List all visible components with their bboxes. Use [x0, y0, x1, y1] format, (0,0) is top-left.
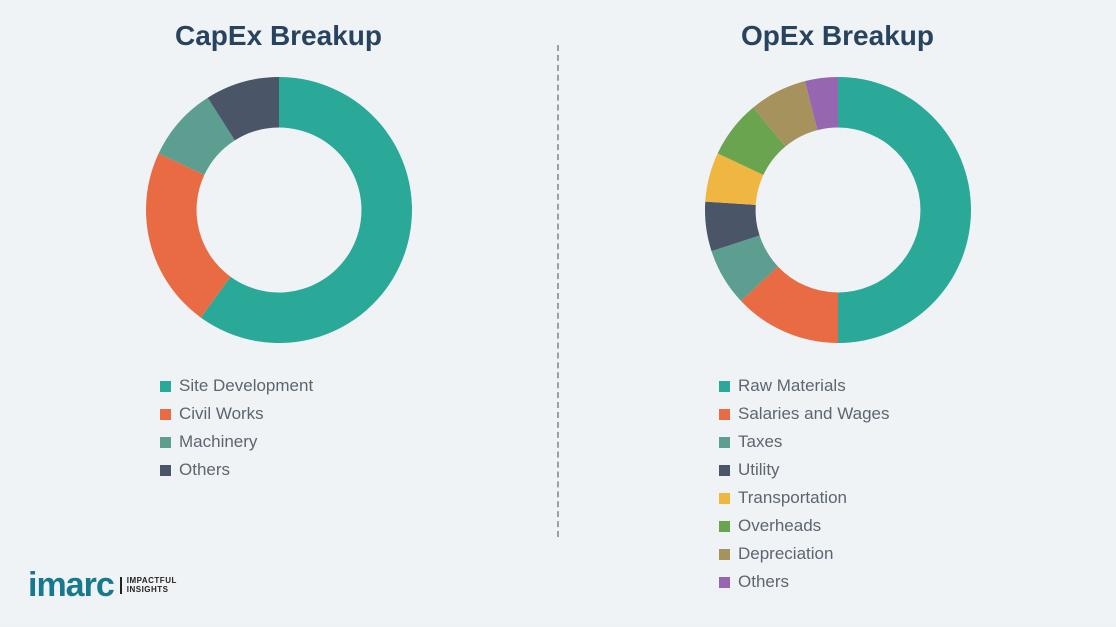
- donut-slice: [146, 153, 231, 317]
- opex-donut: [698, 70, 978, 350]
- legend-item: Overheads: [719, 512, 890, 540]
- legend-swatch: [719, 465, 730, 476]
- legend-label: Salaries and Wages: [738, 400, 890, 428]
- legend-swatch: [719, 493, 730, 504]
- legend-swatch: [160, 437, 171, 448]
- legend-item: Machinery: [160, 428, 313, 456]
- legend-swatch: [719, 409, 730, 420]
- capex-legend: Site DevelopmentCivil WorksMachineryOthe…: [160, 372, 313, 484]
- opex-legend: Raw MaterialsSalaries and WagesTaxesUtil…: [719, 372, 890, 596]
- legend-item: Utility: [719, 456, 890, 484]
- donut-slice: [838, 77, 971, 343]
- legend-swatch: [719, 521, 730, 532]
- capex-title: CapEx Breakup: [175, 20, 382, 52]
- legend-swatch: [719, 437, 730, 448]
- legend-item: Others: [719, 568, 890, 596]
- legend-swatch: [719, 577, 730, 588]
- legend-label: Overheads: [738, 512, 821, 540]
- charts-container: CapEx Breakup Site DevelopmentCivil Work…: [0, 0, 1116, 627]
- capex-donut: [139, 70, 419, 350]
- legend-label: Transportation: [738, 484, 847, 512]
- legend-label: Civil Works: [179, 400, 264, 428]
- legend-label: Utility: [738, 456, 780, 484]
- legend-label: Site Development: [179, 372, 313, 400]
- legend-item: Site Development: [160, 372, 313, 400]
- legend-item: Others: [160, 456, 313, 484]
- logo-wordmark: imarc: [28, 566, 114, 605]
- legend-swatch: [160, 381, 171, 392]
- legend-swatch: [719, 549, 730, 560]
- brand-logo: imarc IMPACTFUL INSIGHTS: [28, 566, 177, 605]
- opex-title: OpEx Breakup: [741, 20, 934, 52]
- legend-label: Others: [738, 568, 789, 596]
- legend-item: Civil Works: [160, 400, 313, 428]
- legend-label: Raw Materials: [738, 372, 846, 400]
- opex-panel: OpEx Breakup Raw MaterialsSalaries and W…: [559, 0, 1116, 627]
- legend-item: Raw Materials: [719, 372, 890, 400]
- legend-label: Depreciation: [738, 540, 833, 568]
- capex-panel: CapEx Breakup Site DevelopmentCivil Work…: [0, 0, 557, 627]
- legend-swatch: [160, 465, 171, 476]
- legend-item: Taxes: [719, 428, 890, 456]
- legend-label: Others: [179, 456, 230, 484]
- legend-swatch: [719, 381, 730, 392]
- legend-item: Depreciation: [719, 540, 890, 568]
- legend-swatch: [160, 409, 171, 420]
- legend-item: Transportation: [719, 484, 890, 512]
- legend-label: Machinery: [179, 428, 257, 456]
- legend-label: Taxes: [738, 428, 782, 456]
- legend-item: Salaries and Wages: [719, 400, 890, 428]
- logo-tagline: IMPACTFUL INSIGHTS: [120, 577, 177, 595]
